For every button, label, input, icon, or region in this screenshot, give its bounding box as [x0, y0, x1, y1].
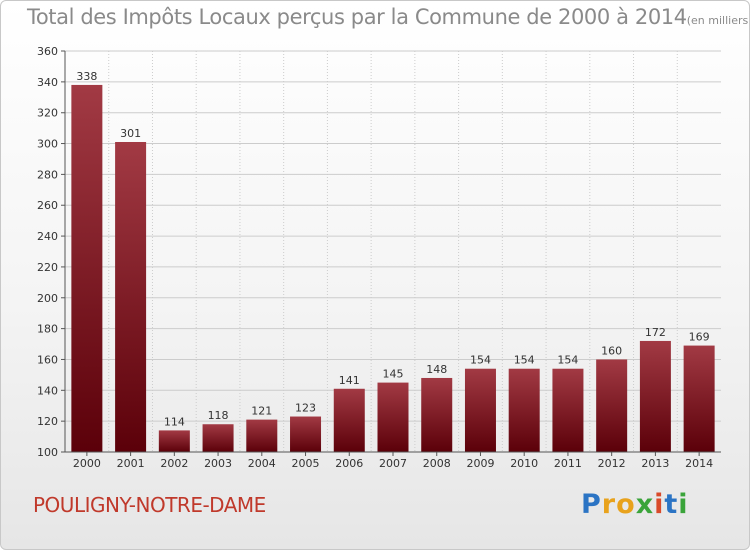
bar: [421, 377, 453, 452]
chart-title: Total des Impôts Locaux perçus par la Co…: [27, 5, 749, 29]
y-tick-label: 320: [37, 107, 58, 120]
bar-value-label: 141: [339, 374, 360, 387]
bar: [71, 84, 103, 452]
y-tick-label: 140: [37, 384, 58, 397]
bar-value-label: 121: [251, 405, 272, 418]
y-tick-label: 160: [37, 353, 58, 366]
y-tick-label: 360: [37, 45, 58, 58]
x-tick-label: 2013: [641, 457, 669, 470]
y-tick-label: 120: [37, 415, 58, 428]
y-tick-label: 240: [37, 230, 58, 243]
bar-value-label: 145: [383, 368, 404, 381]
bar-value-label: 160: [601, 344, 622, 357]
bar-value-label: 172: [645, 326, 666, 339]
bars: [71, 84, 715, 452]
bar: [639, 340, 671, 452]
x-tick-label: 2001: [117, 457, 145, 470]
x-tick-label: 2005: [292, 457, 320, 470]
logo-letter: t: [664, 489, 679, 520]
bar: [683, 345, 715, 452]
proxiti-logo: Proxiti: [581, 489, 689, 520]
logo-letter: i: [654, 489, 665, 520]
bar: [508, 368, 540, 452]
bar-value-label: 154: [557, 354, 578, 367]
labels: 100 120 140 160 180 200 220 240 260 280 300 320 340 3…: [37, 45, 713, 470]
y-tick-label: 220: [37, 261, 58, 274]
x-tick-label: 2012: [598, 457, 626, 470]
bar-value-label: 114: [164, 415, 185, 428]
unit-label: (en milliers d'€): [686, 14, 749, 27]
bar: [464, 368, 496, 452]
y-tick-label: 100: [37, 446, 58, 459]
y-tick-label: 200: [37, 292, 58, 305]
x-tick-label: 2007: [379, 457, 407, 470]
x-tick-label: 2003: [204, 457, 232, 470]
y-tick-label: 180: [37, 323, 58, 336]
bar-value-label: 154: [514, 354, 535, 367]
logo-letter: o: [616, 489, 636, 520]
bar-value-label: 123: [295, 402, 316, 415]
x-tick-label: 2006: [335, 457, 363, 470]
x-tick-label: 2002: [160, 457, 188, 470]
axes: [61, 50, 721, 456]
bar-value-label: 169: [689, 331, 710, 344]
logo-letter: P: [581, 489, 602, 520]
x-tick-label: 2009: [466, 457, 494, 470]
x-tick-label: 2010: [510, 457, 538, 470]
bar-value-label: 301: [120, 127, 141, 140]
bar: [158, 430, 190, 452]
bar-value-label: 338: [76, 70, 97, 83]
y-tick-label: 340: [37, 76, 58, 89]
chart-title-text: Total des Impôts Locaux perçus par la Co…: [27, 5, 687, 29]
bar: [552, 368, 584, 452]
bar: [246, 419, 278, 452]
commune-name: POULIGNY-NOTRE-DAME: [33, 493, 266, 517]
x-tick-label: 2004: [248, 457, 276, 470]
x-tick-label: 2000: [73, 457, 101, 470]
bar-value-label: 118: [208, 409, 229, 422]
bar: [115, 141, 147, 452]
x-tick-label: 2014: [685, 457, 713, 470]
y-tick-label: 300: [37, 138, 58, 151]
bar: [202, 424, 234, 452]
bar: [377, 382, 409, 452]
y-tick-label: 260: [37, 199, 58, 212]
x-tick-label: 2011: [554, 457, 582, 470]
y-tick-label: 280: [37, 168, 58, 181]
bar: [333, 388, 365, 452]
logo-letter: x: [635, 489, 655, 520]
logo-letter: r: [601, 489, 617, 520]
x-tick-label: 2008: [423, 457, 451, 470]
bar: [596, 359, 628, 452]
logo-letter: i: [678, 489, 689, 520]
bar-value-label: 148: [426, 363, 447, 376]
bar: [290, 416, 322, 452]
bar-value-label: 154: [470, 354, 491, 367]
